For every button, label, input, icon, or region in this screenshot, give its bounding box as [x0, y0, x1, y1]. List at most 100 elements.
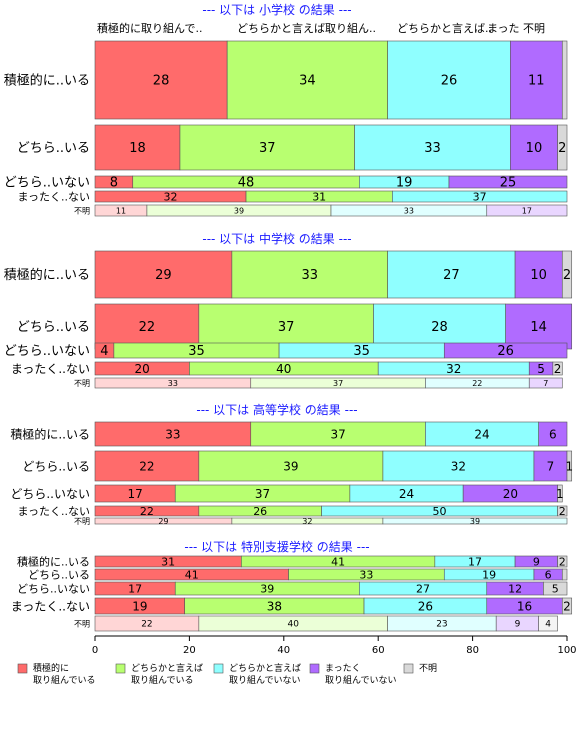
bar-segment — [448, 175, 568, 189]
segment-label: 4 — [100, 344, 108, 359]
segment-label: 26 — [441, 74, 458, 89]
bar-segment — [94, 250, 233, 299]
bar-segment — [250, 421, 426, 447]
segment-label: 2 — [563, 268, 571, 283]
segment-label: 41 — [331, 555, 345, 568]
segment-label: 24 — [399, 487, 414, 501]
legend-swatch — [309, 663, 320, 674]
bar-segment — [561, 40, 568, 120]
segment-label: 17 — [127, 487, 142, 501]
bar-segment — [557, 124, 568, 171]
bar-segment — [557, 484, 563, 503]
segment-label: 33 — [359, 568, 373, 581]
legend-swatch — [213, 663, 224, 674]
column-header: どちらかと言えば取り組ん.. — [237, 22, 376, 35]
row-label: まったく..ない — [17, 190, 90, 203]
segment-label: 37 — [330, 427, 345, 441]
segment-label: 18 — [129, 141, 146, 156]
segment-label: 5 — [552, 582, 559, 595]
legend-label: まったく — [325, 663, 361, 674]
legend-label: 取り組んでいない — [325, 674, 397, 686]
segment-label: 26 — [418, 599, 433, 613]
bar-segment — [392, 190, 568, 203]
segment-label: 10 — [530, 268, 547, 283]
bar-segment — [373, 303, 506, 350]
bar-segment — [528, 377, 563, 389]
segment-label: 2 — [554, 362, 562, 376]
bar-segment — [561, 250, 573, 299]
segment-label: 17 — [522, 206, 532, 215]
legend-swatch — [17, 663, 28, 674]
x-tick-label: 40 — [277, 645, 290, 656]
bar-segment — [561, 568, 568, 581]
bar-segment — [94, 303, 200, 350]
segment-label: 17 — [468, 555, 482, 568]
segment-label: 9 — [515, 620, 521, 630]
bar-segment — [94, 40, 228, 120]
legend-label: 取り組んでいない — [229, 674, 301, 686]
segment-label: 33 — [301, 268, 318, 283]
bar-segment — [382, 517, 568, 525]
segment-label: 33 — [424, 141, 441, 156]
segment-label: 39 — [234, 206, 244, 215]
segment-label: 16 — [517, 599, 532, 613]
segment-label: 48 — [238, 176, 255, 191]
bar-segment — [561, 597, 573, 615]
segment-label: 6 — [549, 427, 557, 441]
segment-label: 28 — [153, 74, 170, 89]
segment-label: 28 — [431, 320, 448, 335]
segment-label: 10 — [526, 141, 543, 156]
segment-label: 14 — [530, 320, 547, 335]
bar-segment — [505, 303, 573, 350]
legend-label: どちらかと言えば — [131, 662, 203, 674]
segment-label: 39 — [260, 582, 274, 595]
segment-label: 39 — [470, 517, 480, 526]
segment-label: 1 — [556, 487, 564, 501]
segment-label: 38 — [267, 599, 282, 613]
segment-label: 2 — [558, 141, 566, 156]
segment-label: 32 — [446, 362, 461, 376]
bar-segment — [231, 250, 388, 299]
row-label: どちら..いない — [17, 582, 90, 595]
x-tick-label: 60 — [372, 645, 385, 656]
segment-label: 22 — [140, 505, 154, 518]
segment-label: 33 — [165, 427, 180, 441]
row-label: まったく..ない — [17, 505, 90, 518]
segment-label: 27 — [416, 582, 430, 595]
bar-segment — [387, 250, 516, 299]
panel-title: --- 以下は 中学校 の結果 --- — [202, 231, 351, 246]
panel-title: --- 以下は 小学校 の結果 --- — [202, 2, 351, 17]
bar-segment — [538, 615, 558, 632]
segment-label: 31 — [161, 555, 175, 568]
row-label: 不明 — [74, 206, 90, 215]
x-tick-label: 0 — [92, 645, 98, 656]
row-label: どちら..いる — [17, 141, 90, 156]
legend-label: 積極的に — [33, 662, 69, 674]
segment-label: 11 — [116, 206, 126, 215]
segment-label: 40 — [288, 620, 300, 630]
row-label: どちら..いない — [4, 344, 90, 359]
segment-label: 6 — [545, 568, 552, 581]
segment-label: 25 — [500, 176, 517, 191]
bar-segment — [557, 555, 568, 568]
segment-label: 26 — [497, 344, 514, 359]
segment-label: 19 — [396, 176, 413, 191]
panel-title: --- 以下は 高等学校 の結果 --- — [196, 402, 357, 417]
segment-label: 37 — [278, 320, 295, 335]
segment-label: 26 — [253, 505, 267, 518]
segment-label: 19 — [482, 568, 496, 581]
row-label: 不明 — [74, 379, 90, 388]
segment-label: 12 — [508, 582, 522, 595]
legend-label: 不明 — [419, 663, 437, 674]
bar-segment — [543, 581, 568, 596]
bar-segment — [179, 124, 355, 171]
segment-label: 2 — [563, 599, 571, 613]
segment-label: 20 — [135, 362, 150, 376]
bar-segment — [226, 40, 388, 120]
row-label: 積極的に..いる — [4, 267, 90, 283]
segment-label: 29 — [155, 268, 172, 283]
bar-segment — [538, 421, 568, 447]
column-header: まった 不明 — [487, 22, 545, 35]
segment-label: 24 — [474, 427, 489, 441]
x-tick-label: 20 — [183, 645, 196, 656]
